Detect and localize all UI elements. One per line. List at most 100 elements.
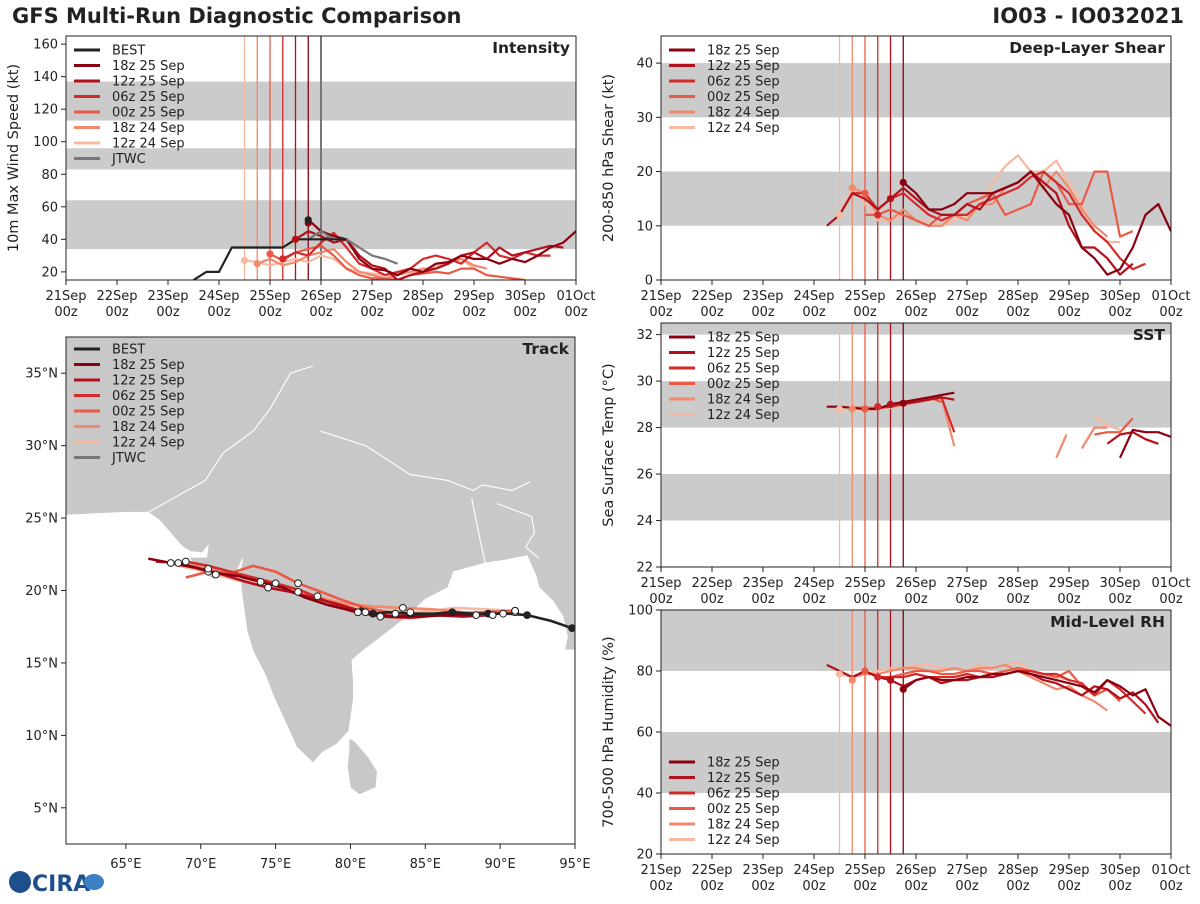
track-x-tick-label: 95°E (559, 857, 590, 872)
shear-legend-label-18z-25-sep: 18z 25 Sep (707, 44, 780, 59)
sst-x-tick-label: 24Sep (793, 576, 834, 591)
shear-x-tick-sublabel: 00z (1006, 305, 1030, 320)
intensity-x-tick-sublabel: 00z (309, 305, 333, 320)
shear-x-tick-sublabel: 00z (700, 305, 724, 320)
track-marker-best (523, 611, 531, 620)
rh-x-tick-label: 24Sep (793, 863, 834, 878)
intensity-x-tick-sublabel: 00z (513, 305, 537, 320)
shear-legend-label-00z-25-sep: 00z 25 Sep (707, 90, 780, 105)
sst-shade-band (661, 381, 1171, 428)
rh-y-tick-label: 40 (636, 787, 653, 802)
intensity-legend-label-jtwc: JTWC (111, 152, 146, 167)
intensity-series-jtwc (307, 230, 398, 265)
track-x-tick-label: 85°E (410, 857, 441, 872)
shear-x-tick-sublabel: 00z (751, 305, 775, 320)
shear-plot-area (661, 36, 1171, 280)
intensity-x-tick-label: 24Sep (198, 289, 239, 304)
track-legend-label-jtwc: JTWC (111, 451, 146, 466)
rh-x-tick-sublabel: 00z (1057, 879, 1081, 894)
shear-x-tick-label: 29Sep (1048, 289, 1089, 304)
track-marker-12z-24-sep (511, 606, 520, 615)
rh-y-tick-label: 100 (628, 604, 653, 619)
sst-y-tick-label: 32 (636, 328, 653, 343)
rh-x-tick-sublabel: 00z (1159, 879, 1183, 894)
shear-marker-12z-25-sep (886, 195, 895, 203)
sst-x-tick-sublabel: 00z (1057, 592, 1081, 607)
sst-series-12z-24-sep (1093, 415, 1121, 431)
shear-y-tick-label: 30 (636, 111, 653, 126)
sst-x-tick-sublabel: 00z (904, 592, 928, 607)
intensity-marker-18z-24-sep (253, 260, 261, 268)
track-legend-label-best: BEST (112, 343, 145, 358)
intensity-y-tick-label: 20 (41, 265, 58, 280)
rh-panel: 2040608010021Sep00z22Sep00z23Sep00z24Sep… (601, 604, 1191, 895)
shear-y-axis-label: 200-850 hPa Shear (kt) (601, 74, 617, 242)
intensity-x-tick-label: 01Oct (556, 289, 595, 304)
track-marker-18z-24-sep (204, 564, 213, 573)
sst-x-tick-sublabel: 00z (853, 592, 877, 607)
intensity-series-12z-25-sep (294, 230, 564, 280)
intensity-x-tick-label: 28Sep (402, 289, 443, 304)
rh-x-tick-sublabel: 00z (955, 879, 979, 894)
intensity-panel: 2040608010012014016021Sep00z22Sep00z23Se… (6, 35, 596, 320)
shear-x-tick-sublabel: 00z (1108, 305, 1132, 320)
sst-y-tick-label: 28 (636, 421, 653, 436)
track-legend-label-00z-25-sep: 00z 25 Sep (112, 405, 185, 420)
shear-x-tick-sublabel: 00z (955, 305, 979, 320)
intensity-x-tick-sublabel: 00z (105, 305, 129, 320)
shear-y-tick-label: 10 (636, 219, 653, 234)
intensity-x-tick-label: 27Sep (351, 289, 392, 304)
rh-x-tick-label: 30Sep (1099, 863, 1140, 878)
intensity-series-00z-25-sep (269, 244, 526, 280)
sst-x-tick-sublabel: 00z (1006, 592, 1030, 607)
track-panel-title: Track (523, 340, 570, 358)
rh-x-tick-sublabel: 00z (1108, 879, 1132, 894)
sst-y-axis-label: Sea Surface Temp (°C) (601, 363, 617, 526)
rh-y-tick-label: 80 (636, 665, 653, 680)
rh-legend-label-18z-25-sep: 18z 25 Sep (707, 756, 780, 771)
sst-x-tick-label: 28Sep (997, 576, 1038, 591)
rh-series-12z-25-sep (826, 663, 1160, 724)
shear-x-tick-label: 23Sep (742, 289, 783, 304)
track-marker-18z-25-sep (472, 611, 481, 620)
shear-x-tick-sublabel: 00z (904, 305, 928, 320)
rh-marker-18z-25-sep (899, 685, 907, 693)
intensity-panel-title: Intensity (492, 39, 570, 57)
country-border (148, 365, 314, 513)
country-border (471, 497, 486, 564)
shear-x-tick-label: 25Sep (844, 289, 885, 304)
sst-legend-label-18z-25-sep: 18z 25 Sep (707, 331, 780, 346)
intensity-legend-label-12z-24-sep: 12z 24 Sep (112, 137, 185, 152)
rh-x-tick-label: 23Sep (742, 863, 783, 878)
track-y-tick-label: 30°N (25, 439, 58, 454)
track-panel: 65°E 70°E 75°E 80°E 85°E 90°E 95°E 5°N 10°N 15°N 2… (25, 336, 591, 872)
track-legend-label-18z-25-sep: 18z 25 Sep (112, 358, 185, 373)
track-y-tick-label: 20°N (25, 584, 58, 599)
track-legend-label-12z-24-sep: 12z 24 Sep (112, 436, 185, 451)
sst-y-tick-label: 22 (636, 561, 653, 576)
track-marker-06z-25-sep (181, 557, 190, 566)
track-marker-06z-25-sep (499, 609, 508, 618)
shear-x-tick-sublabel: 00z (1057, 305, 1081, 320)
intensity-legend-label-12z-25-sep: 12z 25 Sep (112, 75, 185, 90)
cira-logo-swoosh-icon (84, 874, 104, 890)
track-marker-12z-25-sep (174, 559, 183, 567)
intensity-y-tick-label: 160 (33, 38, 58, 53)
track-legend-label-06z-25-sep: 06z 25 Sep (112, 389, 185, 404)
sst-series-18z-24-sep (1080, 426, 1108, 450)
sst-series-00z-25-sep (1094, 417, 1134, 436)
sst-plot-area (661, 323, 1171, 567)
rh-legend-label-06z-25-sep: 06z 25 Sep (707, 787, 780, 802)
track-marker-18z-25-sep (166, 559, 175, 567)
sst-series-18z-25-sep (1119, 428, 1171, 459)
track-marker-12z-25-sep (264, 583, 273, 592)
shear-panel: 01020304021Sep00z22Sep00z23Sep00z24Sep00… (601, 35, 1191, 320)
sst-marker-12z-25-sep (886, 400, 895, 408)
cira-logo-globe-icon (9, 871, 31, 893)
